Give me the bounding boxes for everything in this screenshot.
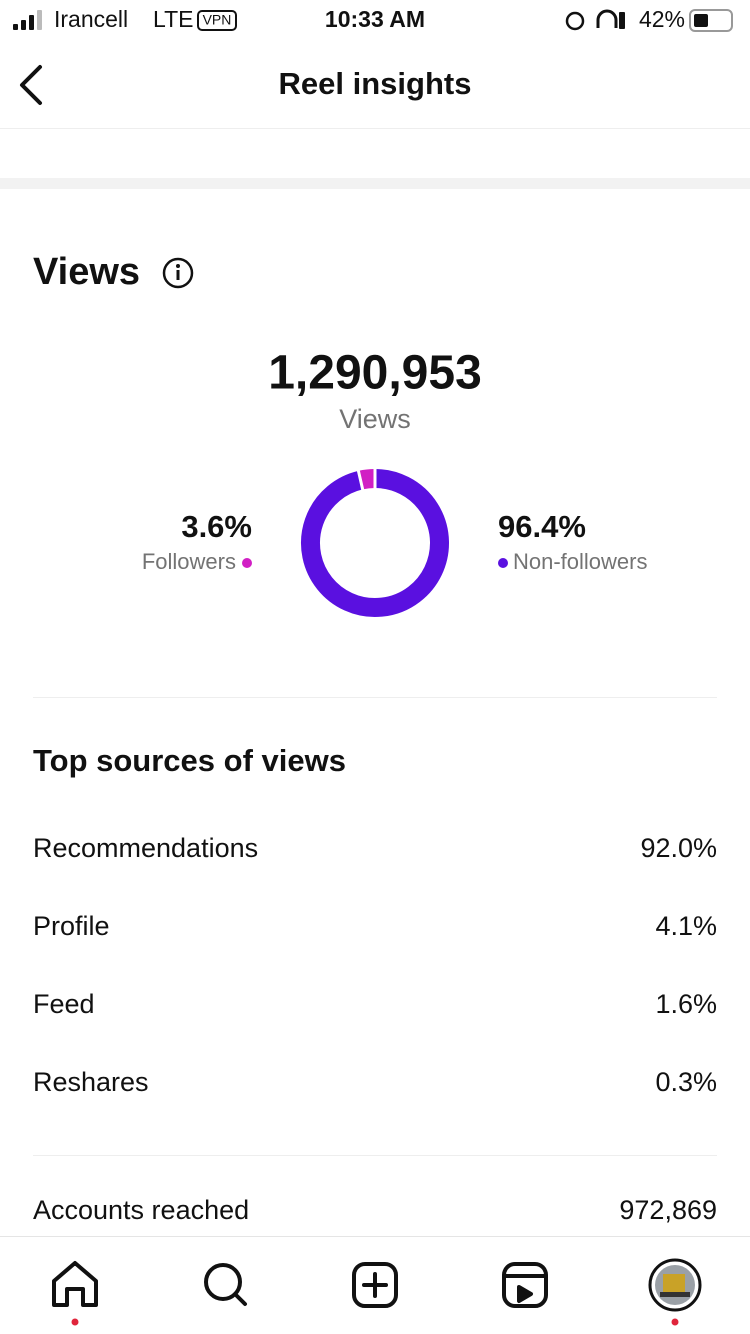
battery-level [694, 14, 708, 27]
reach-value: 972,869 [619, 1195, 717, 1225]
source-value: 1.6% [655, 989, 717, 1019]
sources-list: Recommendations 92.0% Profile 4.1% Feed 1.6% R… [33, 833, 717, 1097]
vpn-box [197, 10, 237, 31]
carrier: Irancell [54, 6, 128, 32]
donut [301, 467, 449, 617]
reels-tab[interactable] [502, 1262, 548, 1308]
source-value: 92.0% [640, 833, 717, 863]
time: 10:33 AM [325, 6, 425, 32]
non-followers-pct: 96.4% [498, 509, 586, 544]
battery [689, 9, 733, 32]
home-tab[interactable] [52, 1261, 98, 1307]
legend-label: Non-followers [513, 549, 648, 574]
vpn: VPN [203, 12, 232, 28]
notification-dot [71, 1318, 79, 1326]
signal [13, 10, 42, 30]
section-gap [0, 178, 750, 189]
back-button[interactable] [20, 65, 42, 105]
followers-pct: 3.6% [181, 509, 252, 544]
source-label: Recommendations [33, 833, 258, 863]
views-total-label: Views [339, 404, 411, 434]
headphones-icon [596, 9, 618, 28]
legend-label: Followers [142, 549, 236, 574]
source-value: 4.1% [655, 911, 717, 941]
header-title: Reel insights [279, 66, 472, 101]
views-title: Views [33, 251, 140, 293]
donut-segment [301, 469, 449, 617]
views-total: 1,290,953 [268, 347, 482, 400]
source-value: 0.3% [655, 1067, 717, 1097]
legend-dot [242, 558, 252, 568]
sources-title: Top sources of views [33, 743, 346, 778]
reach-label: Accounts reached [33, 1195, 249, 1225]
lock-icon [565, 11, 585, 31]
legend-dot [498, 558, 508, 568]
source-label: Profile [33, 911, 110, 941]
pod-battery [619, 12, 625, 29]
profile-tab[interactable] [648, 1258, 702, 1312]
donut-gap [356, 469, 365, 492]
donut-segment [358, 469, 376, 490]
source-label: Feed [33, 989, 95, 1019]
source-label: Reshares [33, 1067, 149, 1097]
create-tab[interactable] [352, 1262, 398, 1308]
search-tab[interactable] [204, 1263, 247, 1306]
network: LTE [153, 6, 193, 32]
info-icon[interactable] [162, 257, 194, 289]
battery-pct: 42% [639, 6, 685, 32]
notification-dot [671, 1318, 679, 1326]
